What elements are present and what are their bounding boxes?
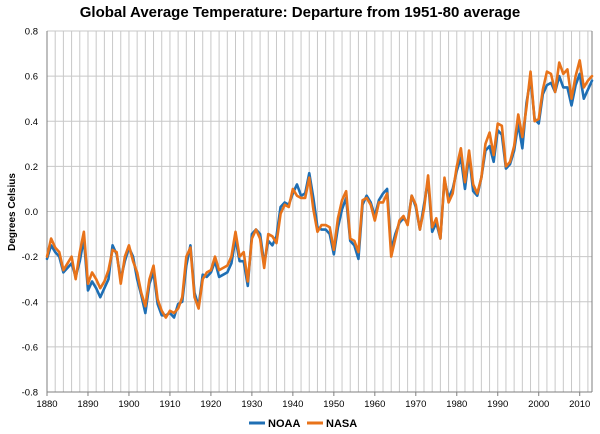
y-tick-label: 0.6 bbox=[25, 72, 38, 83]
x-tick-label: 1940 bbox=[282, 399, 303, 410]
x-tick-label: 2010 bbox=[569, 399, 590, 410]
x-tick-label: 1910 bbox=[159, 399, 180, 410]
x-tick-label: 1990 bbox=[487, 399, 508, 410]
y-tick-label: -0.2 bbox=[22, 252, 38, 263]
x-tick-label: 1890 bbox=[77, 399, 98, 410]
y-tick-label: 0.4 bbox=[25, 117, 38, 128]
y-tick-label: -0.6 bbox=[22, 342, 38, 353]
x-tick-label: 1880 bbox=[36, 399, 57, 410]
chart-title: Global Average Temperature: Departure fr… bbox=[80, 4, 520, 21]
x-tick-label: 1970 bbox=[405, 399, 426, 410]
series-lines bbox=[45, 59, 594, 319]
legend: NOAA NASA bbox=[249, 418, 357, 430]
legend-label-nasa: NASA bbox=[326, 418, 357, 430]
x-tick-label: 1950 bbox=[323, 399, 344, 410]
x-tick-label: 1930 bbox=[241, 399, 262, 410]
x-tick-label: 2000 bbox=[528, 399, 549, 410]
series-line-nasa bbox=[45, 59, 594, 319]
y-tick-label: 0.2 bbox=[25, 162, 38, 173]
y-axis-label: Degrees Celsius bbox=[7, 173, 18, 251]
y-tick-label: 0.8 bbox=[25, 27, 38, 38]
x-tick-label: 1920 bbox=[200, 399, 221, 410]
gridlines bbox=[46, 30, 592, 393]
x-tick-label: 1900 bbox=[118, 399, 139, 410]
legend-label-noaa: NOAA bbox=[268, 418, 300, 430]
y-tick-label: -0.8 bbox=[22, 388, 38, 399]
x-tick-label: 1980 bbox=[446, 399, 467, 410]
y-tick-label: 0.0 bbox=[25, 207, 38, 218]
x-tick-label: 1960 bbox=[364, 399, 385, 410]
y-tick-label: -0.4 bbox=[22, 297, 38, 308]
